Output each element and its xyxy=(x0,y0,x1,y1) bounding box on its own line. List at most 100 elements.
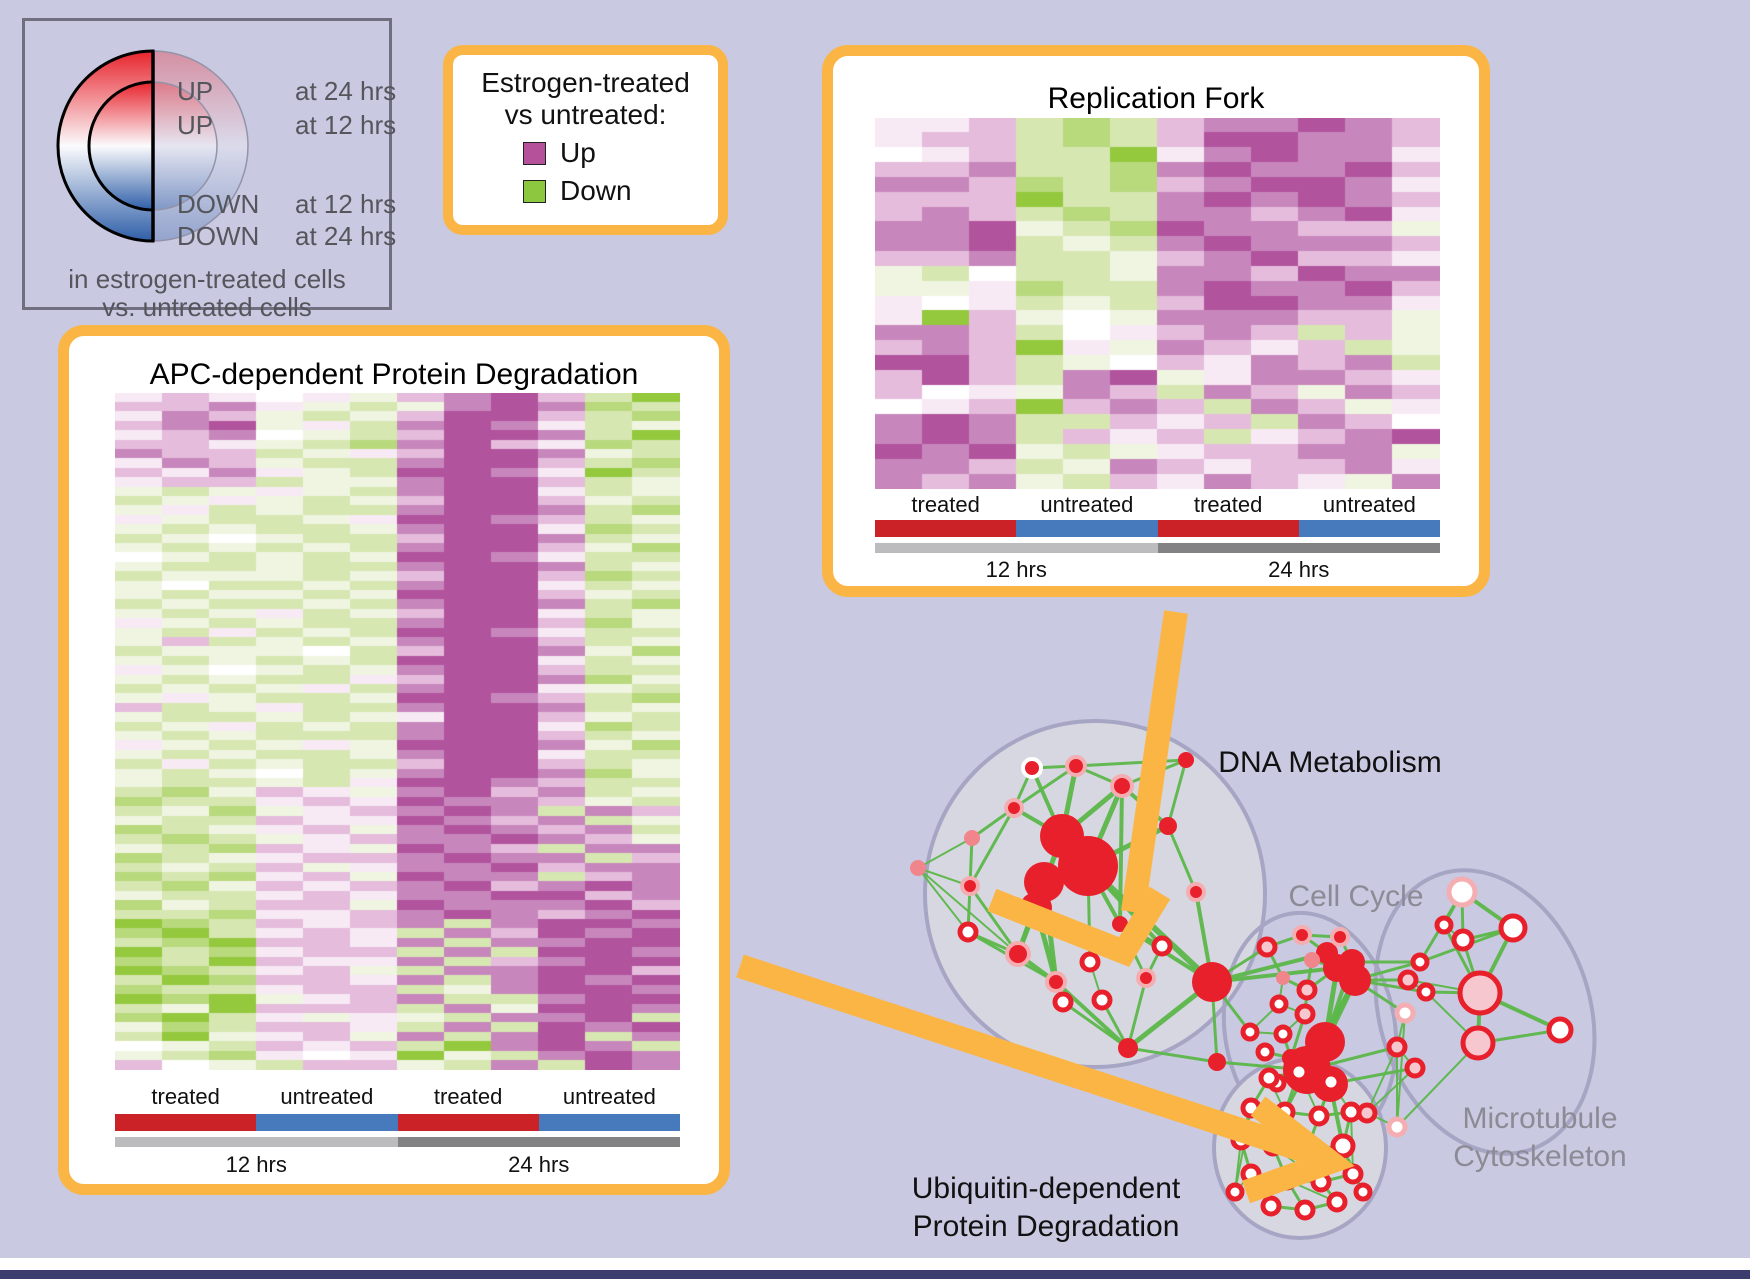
rf-time-colorbar xyxy=(875,543,1440,553)
network-node xyxy=(1451,928,1475,952)
legend-item-down: Down xyxy=(453,175,718,207)
network-node xyxy=(1410,952,1430,972)
network-node xyxy=(1320,1071,1342,1093)
estrogen-legend-title: Estrogen-treated vs untreated: xyxy=(453,67,718,131)
network-edge xyxy=(968,806,1016,888)
condition-bar-segment xyxy=(875,520,1017,537)
network-node xyxy=(1091,989,1113,1011)
cluster-label: Protein Degradation xyxy=(913,1210,1180,1243)
network-node xyxy=(1296,979,1318,1001)
legend-caption-line2: vs. untreated cells xyxy=(102,292,312,322)
condition-bar-segment xyxy=(115,1114,257,1131)
network-edge xyxy=(1166,824,1198,894)
cluster-label: Cytoskeleton xyxy=(1453,1140,1626,1173)
network-node xyxy=(1294,1003,1316,1025)
network-node xyxy=(1304,952,1320,968)
network-node xyxy=(1005,941,1031,967)
network-node xyxy=(1225,1182,1245,1202)
network-edge xyxy=(1012,764,1078,810)
network-node xyxy=(1004,798,1024,818)
network-node xyxy=(1079,951,1101,973)
network-node xyxy=(1330,1133,1356,1159)
network-edge xyxy=(1366,1067,1416,1114)
legend-dir: UP xyxy=(177,76,214,106)
network-edge xyxy=(1074,758,1188,768)
down-label: Down xyxy=(560,175,632,206)
network-node xyxy=(1397,969,1419,991)
apc-time-labels: 12 hrs 24 hrs xyxy=(115,1152,680,1178)
network-node xyxy=(1434,915,1454,935)
up-color-swatch xyxy=(523,141,546,165)
network-node xyxy=(1386,1036,1408,1058)
legend-dir: UP xyxy=(177,110,214,140)
network-node xyxy=(1276,971,1290,985)
network-edge xyxy=(1118,784,1124,926)
legend-caption-line1: in estrogen-treated cells xyxy=(68,264,346,294)
network-edge xyxy=(1366,1046,1398,1114)
inner-circle-left-half xyxy=(87,80,155,212)
condition-label: untreated xyxy=(280,1084,374,1109)
legend-dir: DOWN xyxy=(177,221,260,251)
network-node xyxy=(1118,1038,1138,1058)
network-node xyxy=(1052,991,1074,1013)
down-color-swatch xyxy=(523,179,546,203)
bottom-white-strip xyxy=(0,1258,1750,1270)
condition-label: untreated xyxy=(562,1084,656,1109)
network-node xyxy=(1386,1116,1408,1138)
network-node xyxy=(1260,1195,1282,1217)
network-edge xyxy=(1126,976,1148,1050)
time-label: 24 hrs xyxy=(1268,557,1330,582)
network-edge xyxy=(917,867,1019,955)
network-node xyxy=(1058,836,1118,896)
legend-time: at 12 hrs xyxy=(295,110,397,140)
network-edge xyxy=(1396,1012,1406,1128)
network-node xyxy=(1258,1067,1280,1089)
up-label: Up xyxy=(560,137,596,168)
time-bar-segment xyxy=(1157,543,1440,553)
network-node xyxy=(1498,913,1528,943)
apc-condition-colorbar xyxy=(115,1114,680,1131)
condition-bar-segment xyxy=(1016,520,1158,537)
network-node xyxy=(1446,876,1478,908)
network-node xyxy=(1065,755,1087,777)
legend-dir: DOWN xyxy=(177,189,260,219)
network-node xyxy=(1255,1042,1275,1062)
network-node xyxy=(1159,817,1177,835)
network-node xyxy=(1353,1182,1373,1202)
network-node xyxy=(1192,962,1232,1002)
cluster-label: Microtubule xyxy=(1462,1102,1617,1135)
time-label: 12 hrs xyxy=(225,1152,287,1177)
network-node xyxy=(1273,1024,1293,1044)
network-node xyxy=(1186,882,1206,902)
network-node xyxy=(1339,964,1371,996)
cluster-label: DNA Metabolism xyxy=(1218,746,1441,779)
network-edge xyxy=(968,884,1020,956)
time-label: 24 hrs xyxy=(508,1152,570,1177)
network-node xyxy=(1292,925,1312,945)
condition-bar-segment xyxy=(1298,520,1440,537)
network-node xyxy=(1330,927,1350,947)
network-node xyxy=(1546,1016,1574,1044)
time-bar-segment xyxy=(115,1137,398,1147)
arrow-apc-to-ubiquitin-head xyxy=(1241,1096,1355,1204)
network-node xyxy=(1340,1101,1362,1123)
condition-label: untreated xyxy=(1040,492,1134,517)
arrow-apc-to-ubiquitin-shaft xyxy=(736,954,1312,1164)
network-node xyxy=(1457,970,1503,1016)
estrogen-title-line1: Estrogen-treated xyxy=(481,67,690,98)
legend-time: at 24 hrs xyxy=(295,221,397,251)
arrow-replication-to-dna-shaft xyxy=(1121,610,1188,914)
network-node xyxy=(1112,916,1128,932)
estrogen-legend-box: Estrogen-treated vs untreated: Up Down xyxy=(443,45,728,235)
replication-fork-panel: Replication Fork treated untreated treat… xyxy=(822,45,1490,597)
network-node xyxy=(957,921,979,943)
network-node xyxy=(1326,1191,1348,1213)
legend-time: at 12 hrs xyxy=(295,189,397,219)
network-edge xyxy=(917,837,973,869)
arrow-replication-to-dna-head xyxy=(987,886,1171,967)
time-bar-segment xyxy=(875,543,1158,553)
network-node xyxy=(1151,935,1173,957)
condition-label: untreated xyxy=(1322,492,1416,517)
